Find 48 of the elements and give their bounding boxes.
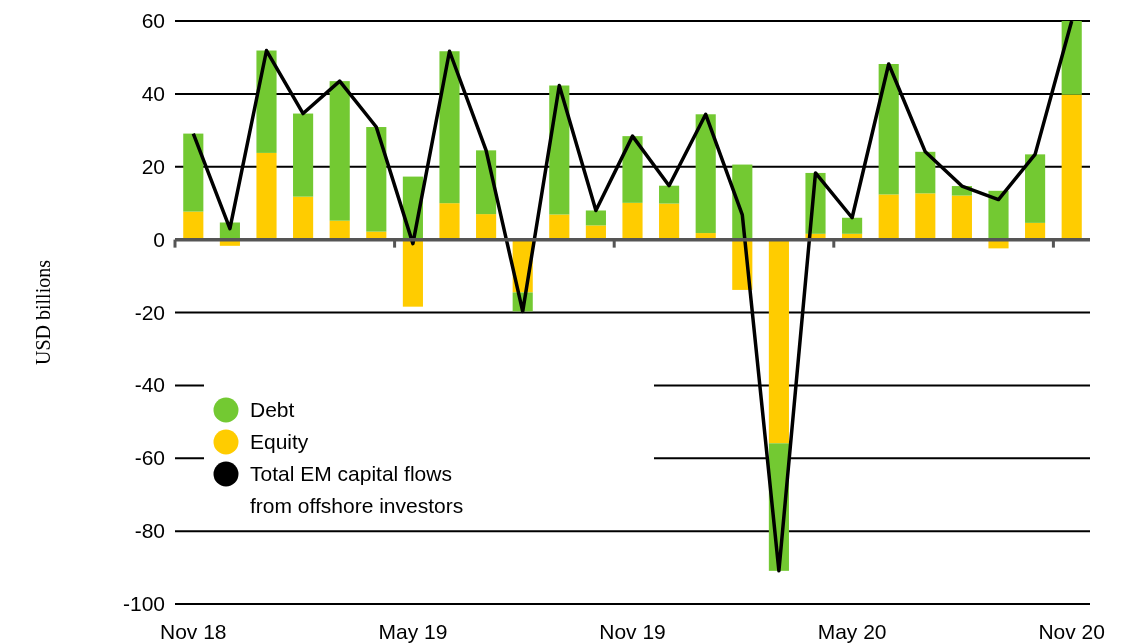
- bar: [439, 203, 460, 240]
- legend-label: Total EM capital flows from offshore investors: [250, 462, 464, 517]
- x-tick-label: Nov 19: [599, 620, 666, 643]
- y-tick-label: -20: [134, 300, 165, 324]
- x-tick-label: May 20: [817, 620, 887, 643]
- bar: [439, 51, 460, 204]
- bar: [695, 114, 716, 234]
- bar: [585, 225, 606, 240]
- y-tick-label: 40: [141, 81, 165, 105]
- bar: [878, 194, 899, 240]
- bar: [1061, 94, 1082, 240]
- bar: [659, 185, 680, 204]
- y-tick-label: 20: [141, 154, 165, 178]
- bar: [329, 81, 350, 221]
- y-axis-title: USD billions: [32, 259, 54, 366]
- bar: [659, 203, 680, 240]
- bar: [1025, 154, 1046, 223]
- bar: [585, 210, 606, 226]
- bar: [366, 127, 387, 232]
- legend-label: Equity: [250, 430, 309, 453]
- bar: [183, 211, 204, 240]
- x-tick-label: Nov 18: [160, 620, 227, 643]
- bar: [951, 195, 972, 240]
- bar: [878, 64, 899, 195]
- bar: [768, 239, 789, 444]
- bar: [842, 217, 863, 234]
- x-tick-label: May 19: [378, 620, 448, 643]
- bar: [256, 152, 277, 240]
- bar: [915, 193, 936, 240]
- bar: [622, 202, 643, 240]
- y-tick-label: -60: [134, 446, 165, 470]
- bar: [293, 196, 314, 240]
- y-tick-label: -40: [134, 373, 165, 397]
- bar: [1061, 21, 1082, 95]
- bar: [549, 214, 570, 240]
- bar: [293, 113, 314, 197]
- x-tick-label: Nov 20: [1038, 620, 1105, 643]
- bar: [402, 239, 423, 307]
- bar: [988, 190, 1009, 240]
- bar: [622, 136, 643, 203]
- legend-label: Debt: [250, 398, 295, 421]
- y-tick-label: -80: [134, 519, 165, 543]
- bar: [183, 133, 204, 212]
- y-tick-label: 0: [153, 227, 165, 251]
- y-tick-label: -100: [122, 592, 165, 615]
- y-tick-label: 60: [141, 9, 165, 32]
- bar: [476, 214, 497, 240]
- bar: [915, 151, 936, 194]
